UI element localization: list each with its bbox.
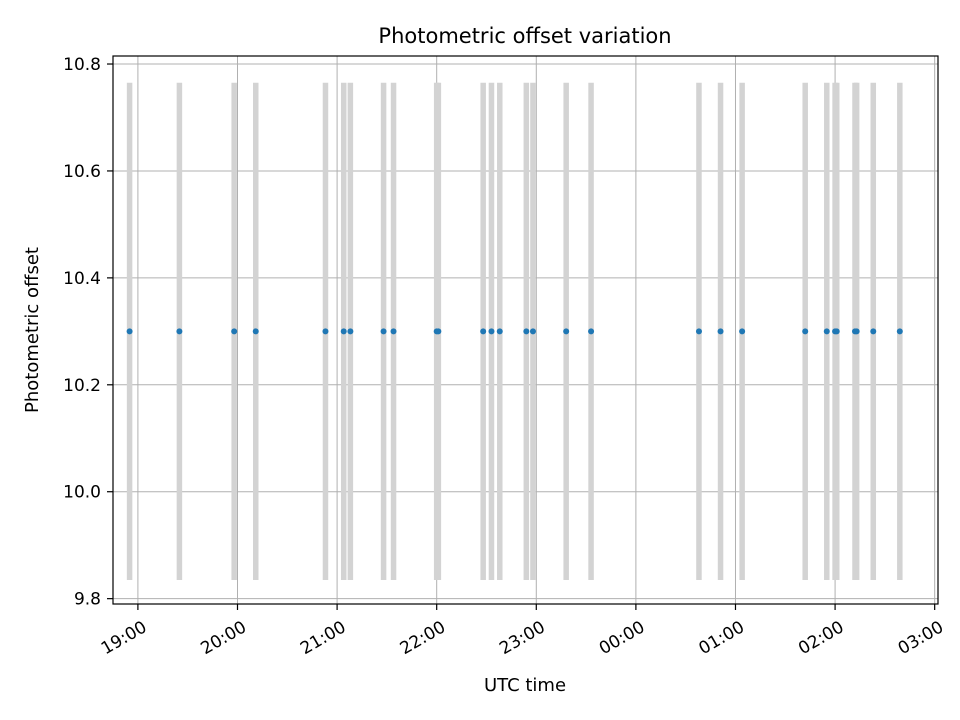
data-point <box>488 328 495 335</box>
data-point <box>347 328 354 335</box>
x-axis-title: UTC time <box>484 675 566 696</box>
data-point <box>853 328 860 335</box>
y-tick-label: 10.8 <box>63 55 101 75</box>
data-point <box>833 328 840 335</box>
data-point <box>588 328 595 335</box>
data-point <box>322 328 329 335</box>
data-points <box>126 328 903 335</box>
y-axis-title: Photometric offset <box>22 247 43 413</box>
data-point <box>252 328 259 335</box>
data-point <box>529 328 536 335</box>
plot-frame <box>112 55 939 605</box>
y-axis: 9.8 10.0 10.2 10.4 10.6 10.8 <box>63 55 113 610</box>
data-point <box>480 328 487 335</box>
data-point <box>739 328 746 335</box>
data-point <box>802 328 809 335</box>
y-tick-label: 10.6 <box>63 162 101 182</box>
chart-title: Photometric offset variation <box>378 24 671 48</box>
data-point <box>126 328 133 335</box>
data-point <box>523 328 530 335</box>
data-point <box>717 328 724 335</box>
y-tick-label: 9.8 <box>74 590 101 610</box>
data-point <box>496 328 503 335</box>
data-point <box>870 328 877 335</box>
y-tick-label: 10.4 <box>63 269 101 289</box>
data-point <box>231 328 238 335</box>
data-point <box>563 328 570 335</box>
data-point <box>695 328 702 335</box>
data-point <box>823 328 830 335</box>
data-point <box>380 328 387 335</box>
y-tick-label: 10.0 <box>63 483 101 503</box>
data-point <box>390 328 397 335</box>
data-point <box>340 328 347 335</box>
data-point <box>435 328 442 335</box>
data-point <box>896 328 903 335</box>
data-point <box>176 328 183 335</box>
y-tick-label: 10.2 <box>63 376 101 396</box>
